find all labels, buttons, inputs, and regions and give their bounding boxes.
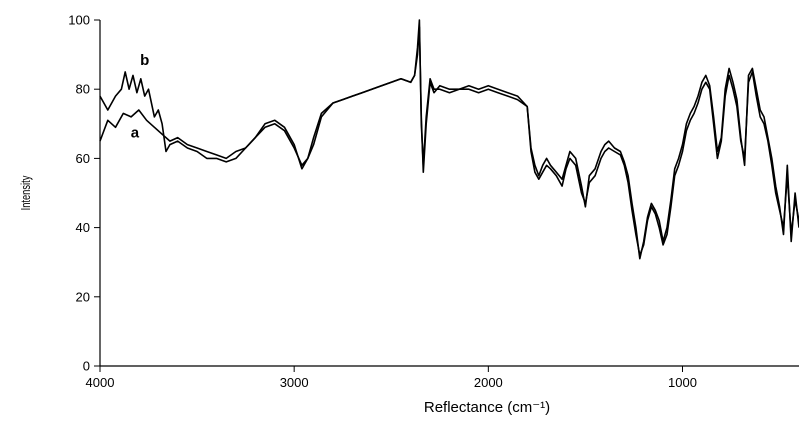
y-tick-label: 80: [76, 82, 90, 97]
y-tick-label: 20: [76, 289, 90, 304]
series-line-a: [99, 19, 799, 257]
y-tick-label: 60: [76, 151, 90, 166]
x-tick-label: 1000: [668, 375, 697, 390]
y-tick-label: 100: [68, 13, 90, 28]
plot-area: ab: [99, 19, 799, 260]
series-label-b: b: [140, 52, 149, 69]
x-axis-title: Reflectance (cm⁻¹): [424, 399, 550, 416]
y-axis-title: Intensity: [20, 175, 34, 210]
axes: 0 20 40 60 80 100 4000 3000 2000 1000: [68, 13, 799, 390]
series-line-b: [99, 26, 799, 260]
x-tick-label: 2000: [474, 375, 503, 390]
y-tick-label: 0: [83, 359, 90, 374]
x-tick-label: 4000: [86, 375, 115, 390]
y-tick-label: 40: [76, 220, 90, 235]
x-tick-label: 3000: [280, 375, 309, 390]
series-label-a: a: [131, 125, 140, 142]
